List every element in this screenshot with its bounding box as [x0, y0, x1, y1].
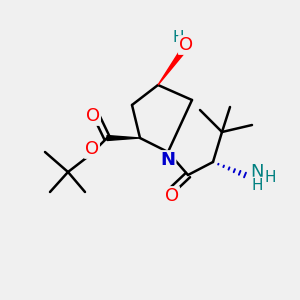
Text: N: N	[250, 163, 264, 181]
Polygon shape	[158, 50, 184, 85]
Polygon shape	[107, 136, 140, 140]
Text: H: H	[251, 178, 263, 193]
Text: H: H	[264, 170, 276, 185]
Text: O: O	[165, 187, 179, 205]
Text: H: H	[172, 31, 184, 46]
Text: O: O	[179, 36, 193, 54]
Text: N: N	[160, 151, 175, 169]
Text: O: O	[85, 140, 99, 158]
Text: O: O	[86, 107, 100, 125]
